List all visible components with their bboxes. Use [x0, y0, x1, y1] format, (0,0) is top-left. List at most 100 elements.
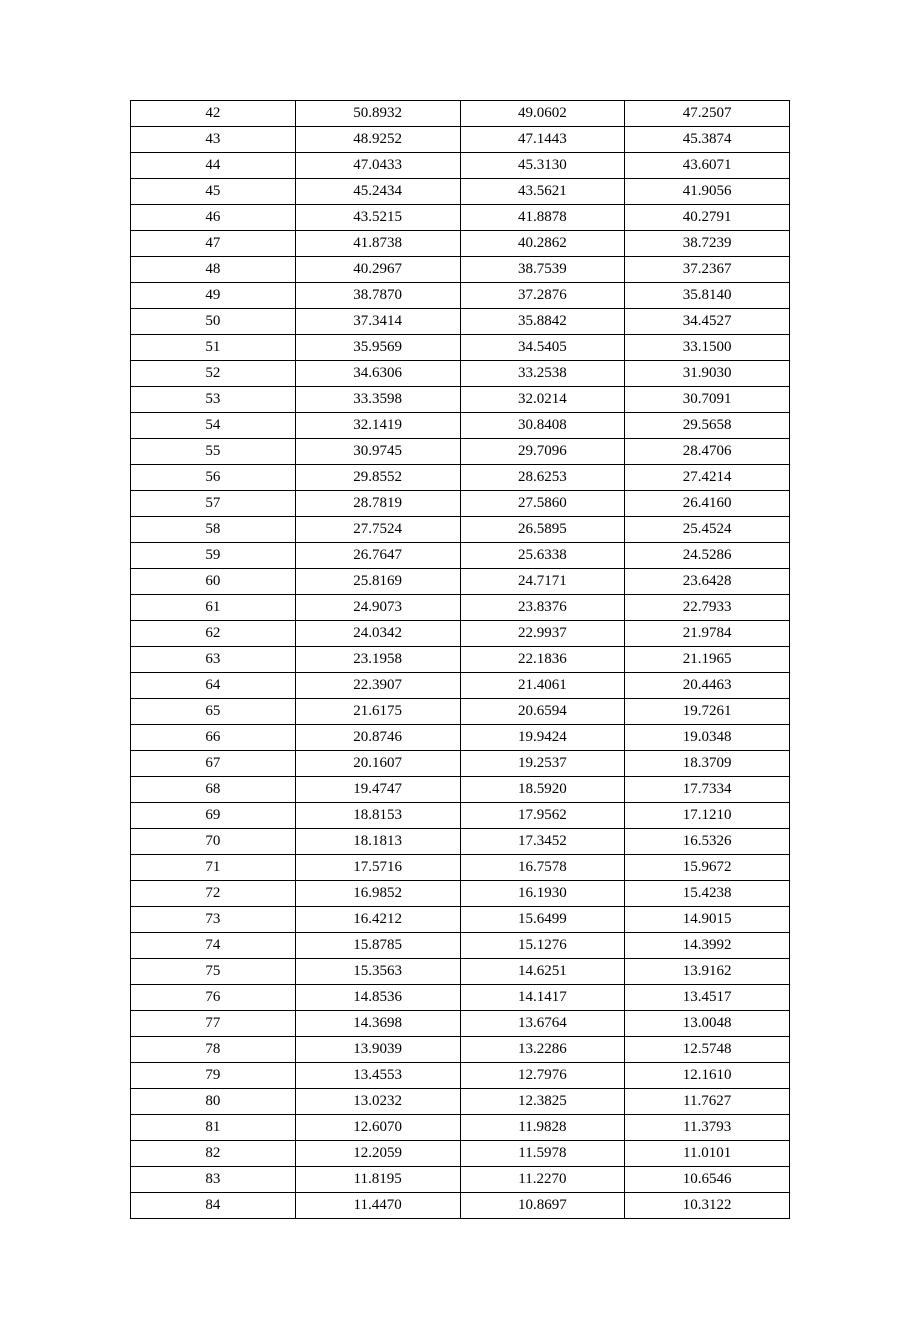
- table-cell: 51: [131, 335, 296, 361]
- table-cell: 82: [131, 1141, 296, 1167]
- table-cell: 15.1276: [460, 933, 625, 959]
- table-row: 6025.816924.717123.6428: [131, 569, 790, 595]
- table-cell: 57: [131, 491, 296, 517]
- table-cell: 10.3122: [625, 1193, 790, 1219]
- table-cell: 67: [131, 751, 296, 777]
- table-cell: 24.7171: [460, 569, 625, 595]
- table-cell: 26.5895: [460, 517, 625, 543]
- table-row: 8311.819511.227010.6546: [131, 1167, 790, 1193]
- table-row: 5432.141930.840829.5658: [131, 413, 790, 439]
- table-cell: 28.7819: [295, 491, 460, 517]
- table-cell: 37.2367: [625, 257, 790, 283]
- table-row: 6918.815317.956217.1210: [131, 803, 790, 829]
- table-cell: 21.9784: [625, 621, 790, 647]
- table-cell: 16.1930: [460, 881, 625, 907]
- table-cell: 30.9745: [295, 439, 460, 465]
- table-cell: 45.2434: [295, 179, 460, 205]
- table-cell: 71: [131, 855, 296, 881]
- table-cell: 43: [131, 127, 296, 153]
- table-cell: 12.7976: [460, 1063, 625, 1089]
- table-cell: 77: [131, 1011, 296, 1037]
- table-cell: 45.3874: [625, 127, 790, 153]
- table-cell: 25.6338: [460, 543, 625, 569]
- table-cell: 45.3130: [460, 153, 625, 179]
- table-cell: 16.5326: [625, 829, 790, 855]
- table-cell: 75: [131, 959, 296, 985]
- table-cell: 40.2862: [460, 231, 625, 257]
- table-cell: 12.6070: [295, 1115, 460, 1141]
- table-cell: 44: [131, 153, 296, 179]
- table-cell: 46: [131, 205, 296, 231]
- table-cell: 12.3825: [460, 1089, 625, 1115]
- table-cell: 32.0214: [460, 387, 625, 413]
- table-row: 4348.925247.144345.3874: [131, 127, 790, 153]
- table-row: 7913.455312.797612.1610: [131, 1063, 790, 1089]
- table-cell: 18.8153: [295, 803, 460, 829]
- table-row: 7614.853614.141713.4517: [131, 985, 790, 1011]
- table-cell: 76: [131, 985, 296, 1011]
- table-cell: 23.8376: [460, 595, 625, 621]
- table-cell: 13.4517: [625, 985, 790, 1011]
- table-cell: 17.1210: [625, 803, 790, 829]
- table-cell: 29.7096: [460, 439, 625, 465]
- table-cell: 19.0348: [625, 725, 790, 751]
- table-cell: 19.7261: [625, 699, 790, 725]
- table-cell: 17.5716: [295, 855, 460, 881]
- table-cell: 27.7524: [295, 517, 460, 543]
- table-row: 8112.607011.982811.3793: [131, 1115, 790, 1141]
- table-row: 6224.034222.993721.9784: [131, 621, 790, 647]
- table-cell: 59: [131, 543, 296, 569]
- table-cell: 35.8140: [625, 283, 790, 309]
- table-row: 7415.878515.127614.3992: [131, 933, 790, 959]
- table-cell: 26.4160: [625, 491, 790, 517]
- table-cell: 48.9252: [295, 127, 460, 153]
- table-row: 5333.359832.021430.7091: [131, 387, 790, 413]
- table-row: 5827.752426.589525.4524: [131, 517, 790, 543]
- table-cell: 19.9424: [460, 725, 625, 751]
- table-cell: 11.4470: [295, 1193, 460, 1219]
- table-cell: 34.5405: [460, 335, 625, 361]
- table-cell: 70: [131, 829, 296, 855]
- table-cell: 27.5860: [460, 491, 625, 517]
- table-cell: 11.3793: [625, 1115, 790, 1141]
- table-cell: 19.4747: [295, 777, 460, 803]
- table-cell: 13.9039: [295, 1037, 460, 1063]
- table-cell: 33.2538: [460, 361, 625, 387]
- table-cell: 43.5215: [295, 205, 460, 231]
- table-cell: 84: [131, 1193, 296, 1219]
- table-cell: 27.4214: [625, 465, 790, 491]
- table-row: 6422.390721.406120.4463: [131, 673, 790, 699]
- table-cell: 35.9569: [295, 335, 460, 361]
- table-cell: 29.8552: [295, 465, 460, 491]
- table-cell: 14.3992: [625, 933, 790, 959]
- table-cell: 24.9073: [295, 595, 460, 621]
- table-cell: 11.9828: [460, 1115, 625, 1141]
- table-cell: 13.9162: [625, 959, 790, 985]
- table-cell: 34.6306: [295, 361, 460, 387]
- table-cell: 14.6251: [460, 959, 625, 985]
- table-cell: 21.4061: [460, 673, 625, 699]
- table-row: 6819.474718.592017.7334: [131, 777, 790, 803]
- table-cell: 13.2286: [460, 1037, 625, 1063]
- table-cell: 40.2791: [625, 205, 790, 231]
- table-cell: 20.4463: [625, 673, 790, 699]
- table-cell: 41.9056: [625, 179, 790, 205]
- table-row: 7216.985216.193015.4238: [131, 881, 790, 907]
- table-cell: 58: [131, 517, 296, 543]
- table-cell: 79: [131, 1063, 296, 1089]
- table-row: 6620.874619.942419.0348: [131, 725, 790, 751]
- table-cell: 54: [131, 413, 296, 439]
- table-cell: 29.5658: [625, 413, 790, 439]
- table-cell: 37.3414: [295, 309, 460, 335]
- table-cell: 49: [131, 283, 296, 309]
- table-cell: 16.4212: [295, 907, 460, 933]
- table-cell: 25.8169: [295, 569, 460, 595]
- table-row: 7813.903913.228612.5748: [131, 1037, 790, 1063]
- table-cell: 80: [131, 1089, 296, 1115]
- table-cell: 21.1965: [625, 647, 790, 673]
- table-cell: 13.6764: [460, 1011, 625, 1037]
- table-cell: 41.8738: [295, 231, 460, 257]
- table-cell: 40.2967: [295, 257, 460, 283]
- table-cell: 42: [131, 101, 296, 127]
- table-row: 4250.893249.060247.2507: [131, 101, 790, 127]
